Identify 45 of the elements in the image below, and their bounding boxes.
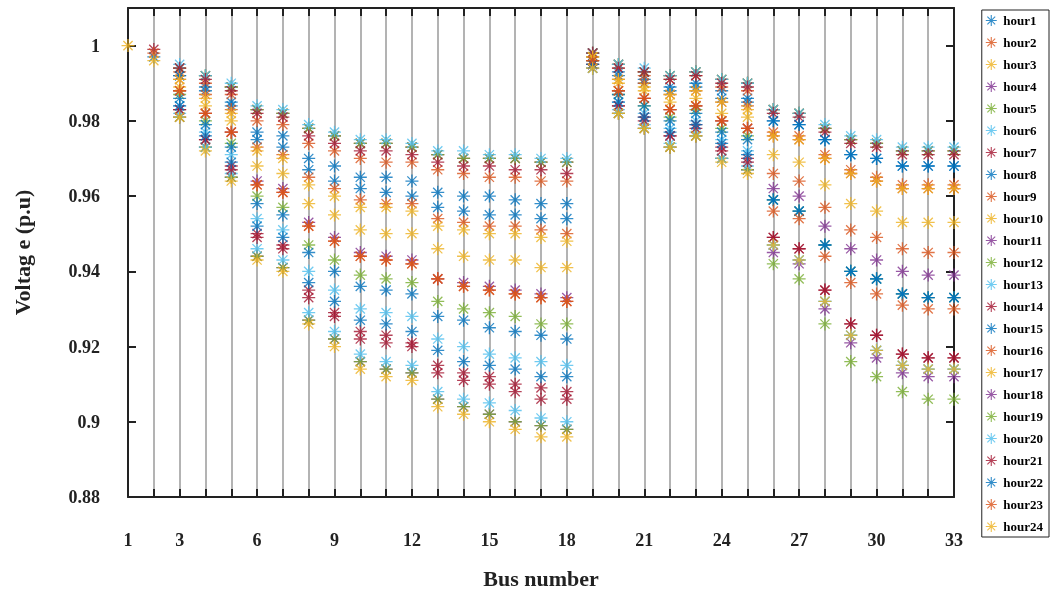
x-tick-label: 9 (330, 530, 339, 550)
y-tick-label: 1 (91, 35, 100, 56)
legend-label: hour24 (1003, 519, 1044, 534)
y-tick-label: 0.88 (68, 487, 100, 507)
legend-label: hour17 (1003, 365, 1044, 380)
legend-label: hour13 (1003, 277, 1044, 292)
y-tick-label: 0.94 (68, 261, 100, 282)
legend-label: hour12 (1003, 255, 1043, 270)
legend-label: hour11 (1003, 233, 1043, 248)
legend-label: hour16 (1003, 343, 1044, 358)
y-tick-label: 0.9 (77, 411, 100, 432)
x-tick-label: 18 (557, 530, 576, 550)
legend-label: hour5 (1003, 101, 1037, 116)
y-tick-label: 0.96 (68, 186, 100, 207)
legend-label: hour6 (1003, 123, 1037, 138)
legend-label: hour15 (1003, 321, 1044, 336)
x-tick-label: 21 (635, 530, 654, 550)
legend-label: hour7 (1003, 145, 1037, 160)
legend-label: hour1 (1003, 13, 1037, 28)
legend-label: hour18 (1003, 387, 1044, 402)
x-tick-label: 12 (402, 530, 421, 550)
legend-label: hour23 (1003, 497, 1044, 512)
x-tick-label: 6 (252, 530, 262, 550)
y-axis-title: Voltag e (p.u) (9, 189, 35, 316)
x-axis-title: Bus number (483, 565, 599, 591)
legend-label: hour8 (1003, 167, 1037, 182)
legend-label: hour19 (1003, 409, 1044, 424)
x-tick-label: 15 (480, 530, 499, 550)
legend-label: hour4 (1003, 79, 1037, 94)
x-tick-label: 27 (790, 530, 809, 550)
legend-label: hour14 (1003, 299, 1044, 314)
y-tick-label: 0.92 (68, 336, 100, 357)
x-tick-label: 24 (712, 530, 731, 550)
legend-label: hour21 (1003, 453, 1043, 468)
x-tick-label: 30 (867, 530, 886, 550)
x-tick-label: 3 (175, 530, 185, 550)
legend-label: hour22 (1003, 475, 1043, 490)
x-tick-label: 33 (945, 530, 963, 550)
legend-label: hour10 (1003, 211, 1043, 226)
y-tick-label: 0.98 (68, 110, 100, 131)
legend-label: hour3 (1003, 57, 1037, 72)
legend-label: hour9 (1003, 189, 1037, 204)
x-tick-label: 1 (123, 530, 133, 550)
legend-label: hour20 (1003, 431, 1043, 446)
legend-label: hour2 (1003, 35, 1037, 50)
